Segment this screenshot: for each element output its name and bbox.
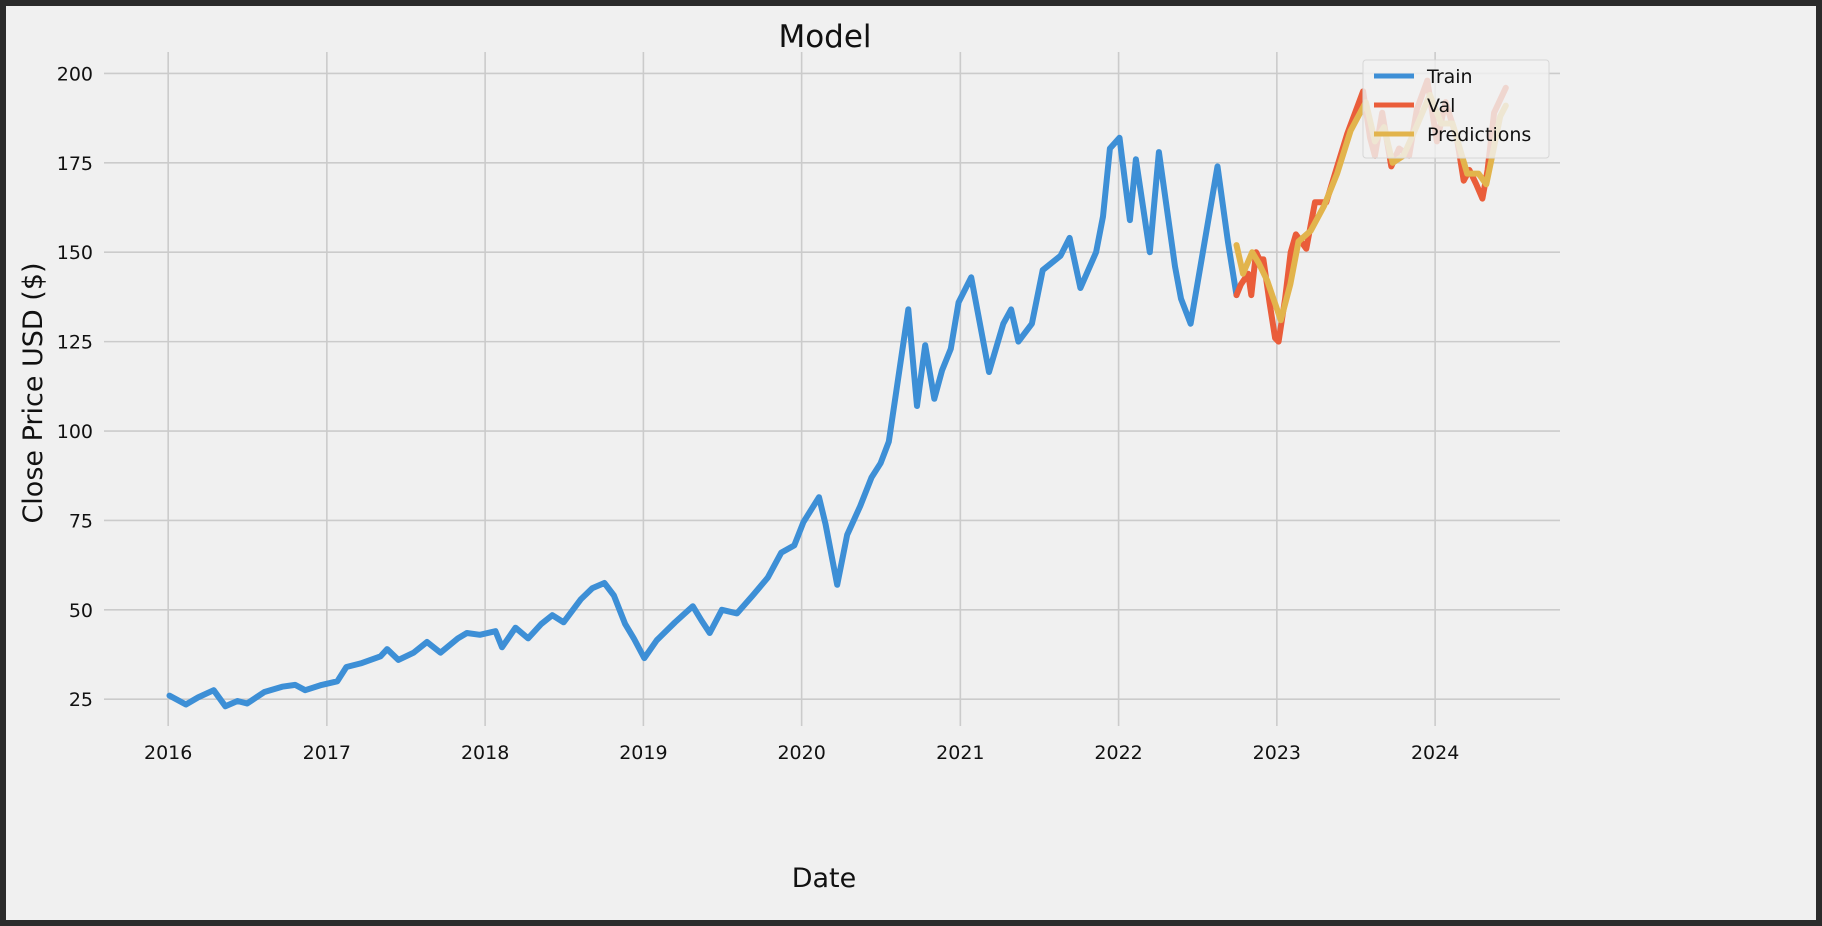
legend-label-val: Val [1427, 95, 1455, 117]
legend-label-predictions: Predictions [1427, 124, 1531, 146]
figure-background: 25 50 75 100 125 150 175 200 2016 2017 2018 2019 202… [6, 6, 1816, 920]
x-tick-label: 2017 [303, 742, 351, 764]
tick-labels: 25 50 75 100 125 150 175 200 2016 2017 2018 2019 202… [57, 63, 1460, 764]
chart-title: Model [778, 19, 871, 55]
x-tick-label: 2019 [619, 742, 667, 764]
series-line-train [166, 134, 1240, 710]
x-axis-label: Date [792, 863, 857, 894]
y-tick-label: 175 [57, 153, 93, 175]
y-tick-label: 125 [57, 332, 93, 354]
y-tick-label: 200 [57, 63, 93, 85]
line-chart: 25 50 75 100 125 150 175 200 2016 2017 2018 2019 202… [18, 19, 1560, 894]
x-tick-label: 2018 [461, 742, 509, 764]
y-axis-label: Close Price USD ($) [18, 262, 49, 523]
x-tick-label: 2023 [1253, 742, 1301, 764]
x-tick-label: 2016 [144, 742, 192, 764]
y-tick-label: 75 [69, 510, 93, 532]
x-tick-label: 2020 [777, 742, 825, 764]
y-tick-label: 50 [69, 600, 93, 622]
x-tick-label: 2021 [936, 742, 984, 764]
x-tick-label: 2022 [1094, 742, 1142, 764]
y-tick-label: 25 [69, 689, 93, 711]
y-tick-label: 150 [57, 242, 93, 264]
y-tick-label: 100 [57, 421, 93, 443]
legend: Train Val Predictions [1362, 59, 1550, 159]
series-lines [166, 77, 1509, 710]
grid [104, 52, 1560, 726]
legend-label-train: Train [1426, 66, 1473, 88]
x-tick-label: 2024 [1411, 742, 1459, 764]
